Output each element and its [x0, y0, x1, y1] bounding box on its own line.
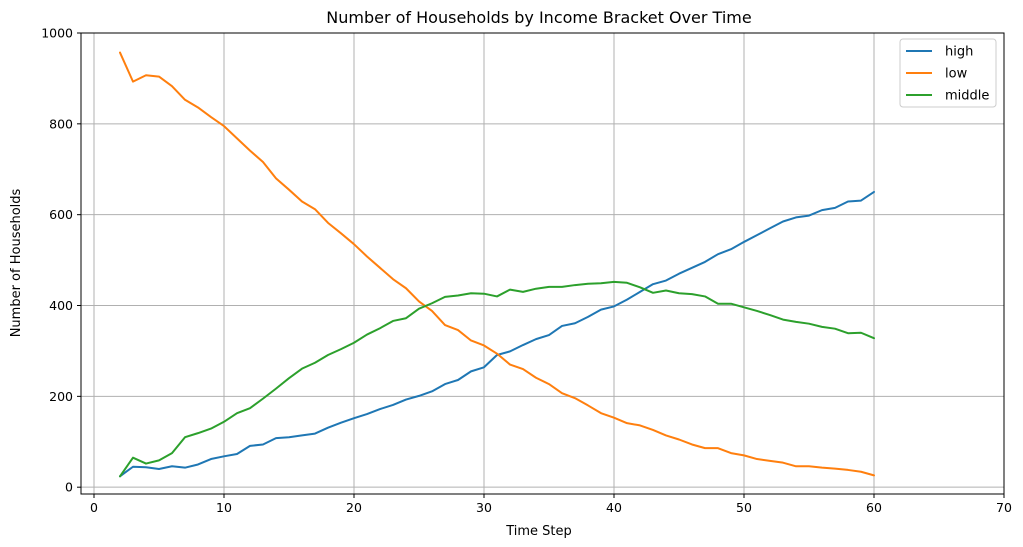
legend-items: high low middle: [906, 45, 989, 104]
series-layer: [119, 51, 875, 478]
x-tick-label: 70: [996, 500, 1012, 515]
x-tick-label: 30: [476, 500, 492, 515]
plot-frame: [80, 32, 1005, 495]
x-tick-label: 10: [216, 500, 232, 515]
chart-title: Number of Households by Income Bracket O…: [326, 8, 751, 27]
legend: high low middle: [899, 38, 997, 108]
y-tick-label: 600: [49, 207, 73, 222]
series-line-high: [119, 190, 875, 478]
y-tick-label: 1000: [41, 26, 73, 41]
x-tick-label: 40: [606, 500, 622, 515]
legend-label-middle: middle: [945, 89, 989, 104]
x-tick-label: 60: [866, 500, 882, 515]
series-line-middle: [119, 280, 875, 478]
x-tick-label: 50: [736, 500, 752, 515]
legend-label-low: low: [945, 67, 968, 82]
x-tick-label: 0: [90, 500, 98, 515]
x-axis-label: Time Step: [505, 524, 572, 539]
y-tick-label: 200: [49, 389, 73, 404]
y-tick-label: 0: [65, 480, 73, 495]
legend-box: [899, 38, 997, 108]
y-tick-label: 800: [49, 116, 73, 131]
y-axis-label: Number of Households: [9, 188, 24, 337]
legend-label-high: high: [945, 45, 973, 60]
ticks-layer: 0 10 20 30 40 50 60 70 0 200 400 600 800 1000: [41, 26, 1012, 516]
y-tick-label: 400: [49, 298, 73, 313]
x-tick-label: 20: [346, 500, 362, 515]
series-line-low: [119, 51, 875, 477]
